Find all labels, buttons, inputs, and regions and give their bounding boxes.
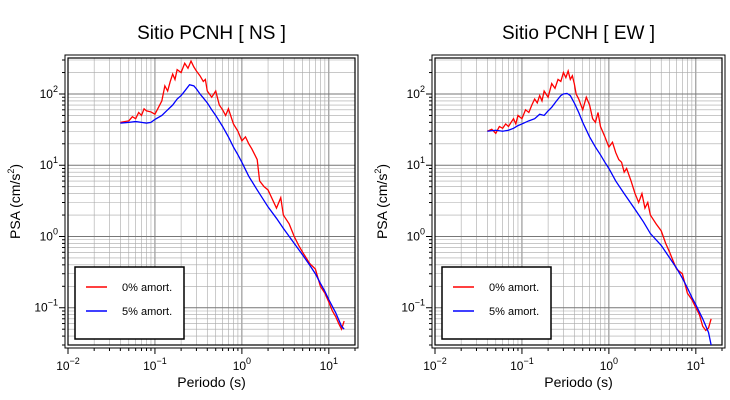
x-tick-label: 100 bbox=[233, 356, 251, 373]
y-tick-label: 100 bbox=[407, 226, 425, 243]
series-line-0pct bbox=[487, 68, 712, 332]
y-axis-label: PSA (cm/s2) bbox=[6, 164, 23, 239]
legend-label: 5% amort. bbox=[122, 306, 172, 318]
chart-panel-ns: Sitio PCNH [ NS ] 10−2 10−1 100 101 10−1 100 10… bbox=[6, 23, 359, 390]
legend: 0% amort. 5% amort. bbox=[441, 266, 552, 340]
y-tick-label: 102 bbox=[407, 84, 425, 101]
series-line-5pct bbox=[487, 92, 712, 345]
y-tick-label: 100 bbox=[40, 226, 58, 243]
plot-frame-outer bbox=[431, 54, 726, 349]
x-axis-label: Periodo (s) bbox=[544, 374, 612, 390]
series-line-0pct bbox=[120, 59, 345, 331]
legend-label: 0% amort. bbox=[122, 282, 172, 294]
plot-frame bbox=[434, 57, 723, 346]
x-tick-label: 101 bbox=[320, 356, 338, 373]
series-line-5pct bbox=[120, 83, 345, 330]
legend-box bbox=[74, 266, 185, 340]
plot-frame-outer bbox=[64, 54, 359, 349]
y-tick-label: 102 bbox=[40, 84, 58, 101]
legend-label: 5% amort. bbox=[489, 306, 539, 318]
y-tick-label: 101 bbox=[40, 155, 58, 172]
y-axis-label: PSA (cm/s2) bbox=[373, 164, 390, 239]
legend-label: 0% amort. bbox=[489, 282, 539, 294]
y-tick-label: 10−1 bbox=[34, 298, 58, 315]
chart-panel-ew: Sitio PCNH [ EW ] 10−2 10−1 100 101 10−1 100 10… bbox=[373, 23, 726, 390]
chart-title: Sitio PCNH [ NS ] bbox=[137, 23, 286, 44]
chart-title: Sitio PCNH [ EW ] bbox=[502, 23, 655, 44]
legend: 0% amort. 5% amort. bbox=[74, 266, 185, 340]
plot-frame bbox=[67, 57, 356, 346]
x-tick-label: 10−1 bbox=[143, 356, 167, 373]
y-tick-label: 101 bbox=[407, 155, 425, 172]
y-tick-label: 10−1 bbox=[401, 298, 425, 315]
legend-box bbox=[441, 266, 552, 340]
grid bbox=[67, 58, 356, 346]
x-tick-label: 101 bbox=[687, 356, 705, 373]
x-tick-label: 10−1 bbox=[510, 356, 534, 373]
x-tick-label: 10−2 bbox=[423, 356, 447, 373]
x-tick-label: 10−2 bbox=[56, 356, 80, 373]
x-axis-label: Periodo (s) bbox=[177, 374, 245, 390]
x-tick-label: 100 bbox=[600, 356, 618, 373]
